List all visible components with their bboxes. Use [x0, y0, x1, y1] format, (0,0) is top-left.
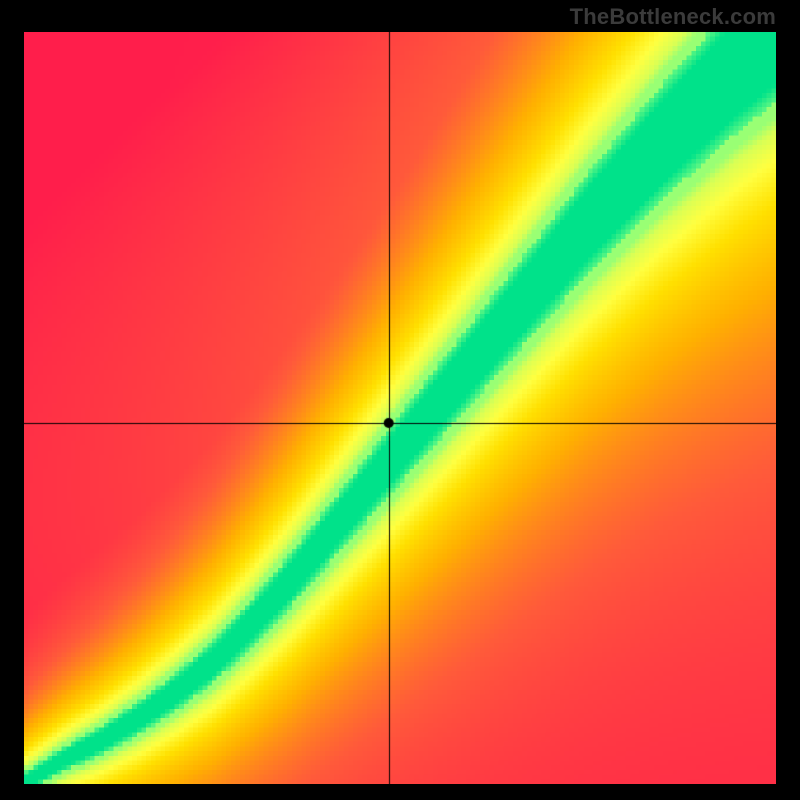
heatmap-plot — [24, 32, 776, 784]
crosshair-overlay — [24, 32, 776, 784]
figure-root: TheBottleneck.com — [0, 0, 800, 800]
attribution-text: TheBottleneck.com — [570, 4, 776, 30]
